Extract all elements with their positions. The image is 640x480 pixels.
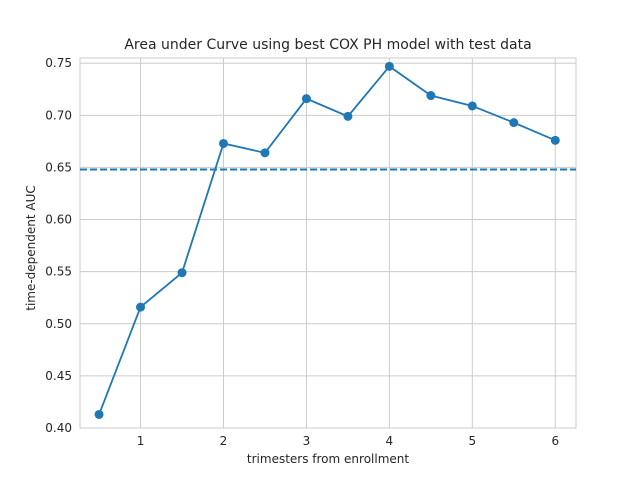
x-axis-label: trimesters from enrollment xyxy=(247,452,409,466)
y-tick-label: 0.45 xyxy=(45,369,72,383)
y-tick-label: 0.50 xyxy=(45,317,72,331)
x-tick-label: 1 xyxy=(137,434,145,448)
data-point xyxy=(509,118,519,128)
data-point xyxy=(260,148,270,158)
y-tick-label: 0.40 xyxy=(45,421,72,435)
data-point xyxy=(136,302,146,312)
y-tick-labels: 0.40 0.45 0.50 0.55 0.60 0.65 0.70 0.75 xyxy=(45,56,72,435)
x-tick-label: 3 xyxy=(303,434,311,448)
x-tick-label: 2 xyxy=(220,434,228,448)
x-tick-label: 6 xyxy=(551,434,559,448)
y-tick-label: 0.75 xyxy=(45,56,72,70)
data-point xyxy=(426,91,436,101)
plot-area-frame xyxy=(79,57,577,429)
series-line xyxy=(98,65,556,415)
y-tick-label: 0.70 xyxy=(45,108,72,122)
y-axis-label: time-dependent AUC xyxy=(24,185,38,311)
data-point xyxy=(301,94,311,104)
x-tick-label: 4 xyxy=(386,434,394,448)
data-point xyxy=(218,138,228,148)
y-tick-label: 0.55 xyxy=(45,265,72,279)
chart-title: Area under Curve using best COX PH model… xyxy=(124,37,531,53)
x-tick-label: 5 xyxy=(469,434,477,448)
data-point xyxy=(343,111,353,121)
series-group xyxy=(94,61,560,419)
data-point xyxy=(467,101,477,111)
x-tick-labels: 1 2 3 4 5 6 xyxy=(137,434,559,448)
data-point xyxy=(384,61,394,71)
y-tick-label: 0.60 xyxy=(45,213,72,227)
y-tick-label: 0.65 xyxy=(45,160,72,174)
data-point xyxy=(550,135,560,145)
data-point xyxy=(177,268,187,278)
data-point xyxy=(94,409,104,419)
